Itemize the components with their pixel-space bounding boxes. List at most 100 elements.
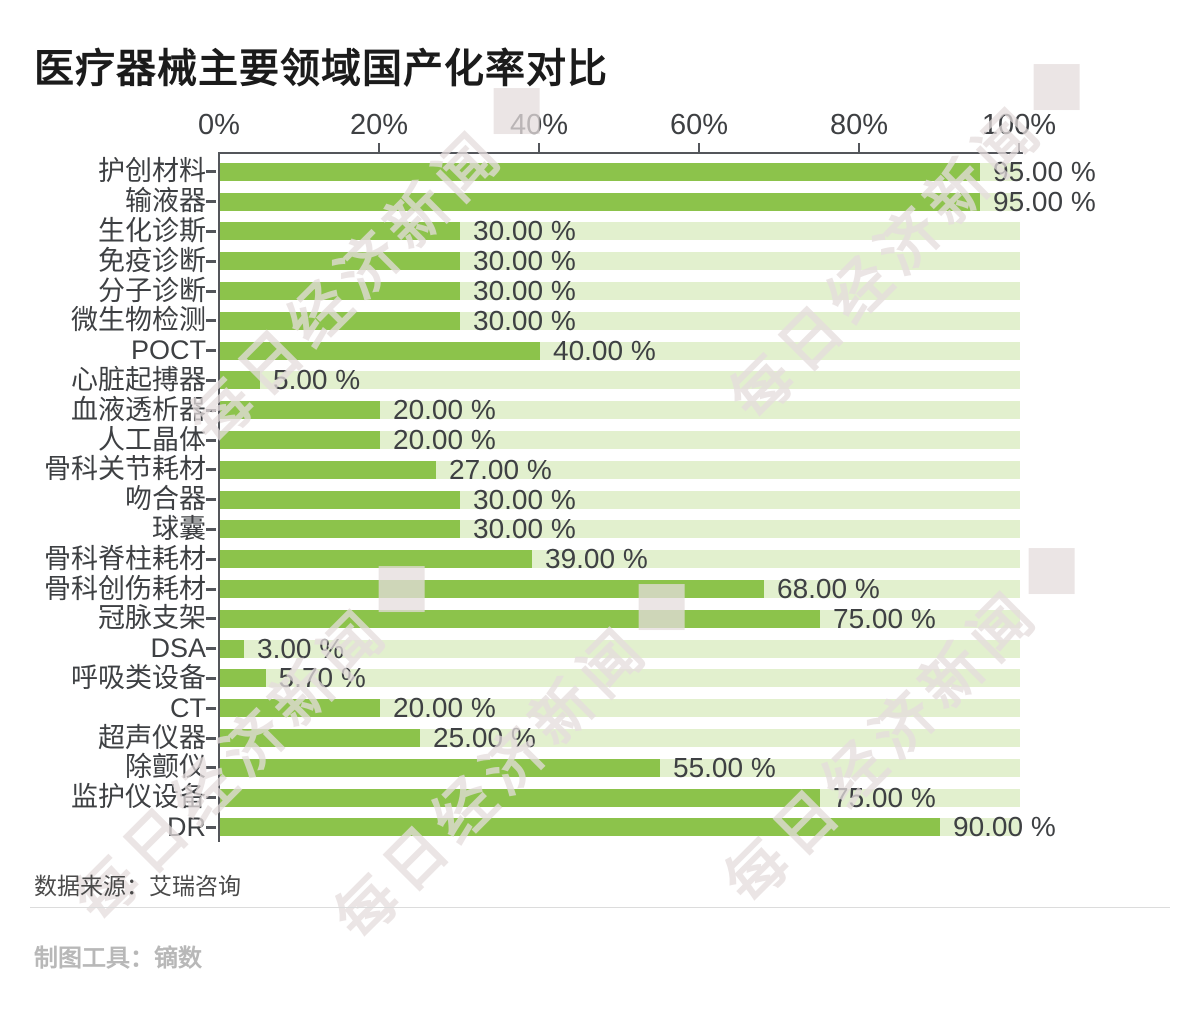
category-tick-mark (206, 468, 216, 472)
bar-track: 75.00 % (220, 783, 1020, 811)
bar-row: 超声仪器 25.00 % (0, 723, 1020, 753)
x-axis-tick-mark (858, 143, 860, 152)
footer-divider (30, 907, 1170, 908)
value-label: 30.00 % (473, 483, 576, 515)
category-label: 球囊 (152, 513, 206, 544)
category-label: 除颤仪 (125, 752, 206, 783)
bar (220, 371, 260, 390)
bar-row: POCT 40.00 % (0, 336, 1020, 366)
category-label: 监护仪设备 (71, 782, 206, 813)
category-label: 吻合器 (125, 484, 206, 515)
bar-track: 30.00 % (220, 515, 1020, 543)
category-tick-mark (206, 647, 216, 651)
value-label: 75.00 % (833, 602, 936, 634)
category-tick-mark (206, 289, 216, 293)
bar-row: DR 90.00 % (0, 813, 1056, 843)
value-label: 27.00 % (449, 453, 552, 485)
category-label: CT (170, 692, 206, 723)
bar-track: 27.00 % (220, 455, 1020, 483)
bar (220, 520, 460, 539)
category-tick-mark (206, 557, 216, 561)
nbd-logo-icon (1028, 547, 1075, 594)
value-label: 20.00 % (393, 424, 496, 456)
value-label: 30.00 % (473, 215, 576, 247)
category-label: 护创材料 (98, 156, 206, 187)
data-source-note: 数据来源：艾瑞咨询 (34, 873, 241, 899)
bar-track: 40.00 % (220, 336, 1020, 364)
bar-row: CT 20.00 % (0, 693, 1020, 723)
bar (220, 580, 764, 599)
category-tick-mark (206, 736, 216, 740)
value-label: 90.00 % (953, 811, 1056, 843)
bar (220, 311, 460, 330)
nbd-logo-icon (1033, 63, 1080, 110)
bar-row: 除颤仪 55.00 % (0, 753, 1020, 783)
category-tick-mark (206, 200, 216, 204)
x-axis-tick-mark (1018, 143, 1020, 152)
bar-track: 95.00 % (220, 157, 1096, 185)
value-label: 75.00 % (833, 781, 936, 813)
bar-row: 冠脉支架 75.00 % (0, 604, 1020, 634)
bar-row: DSA 3.00 % (0, 634, 1020, 664)
category-tick-mark (206, 259, 216, 263)
value-label: 20.00 % (393, 394, 496, 426)
x-axis-tick-label: 80% (829, 109, 889, 141)
bar (220, 401, 380, 420)
bar-track: 5.00 % (220, 366, 1020, 394)
value-label: 39.00 % (545, 543, 648, 575)
category-label: POCT (130, 335, 206, 366)
value-label: 25.00 % (433, 722, 536, 754)
category-label: 输液器 (125, 186, 206, 217)
value-label: 3.00 % (257, 632, 345, 664)
category-tick-mark (206, 319, 216, 323)
bar-track: 30.00 % (220, 247, 1020, 275)
category-label: 生化诊斯 (98, 215, 206, 246)
x-axis-tick-mark (698, 143, 700, 152)
bar-rows: 护创材料 95.00 % 输液器 95.00 % 生化诊斯 30.00 % (0, 156, 1096, 843)
value-label: 40.00 % (553, 334, 656, 366)
bar-row: 骨科创伤耗材 68.00 % (0, 574, 1020, 604)
x-axis-tick-label: 100% (981, 109, 1057, 141)
x-axis-tick-label: 60% (669, 109, 729, 141)
x-axis-tick-label: 40% (509, 109, 569, 141)
value-label: 30.00 % (473, 513, 576, 545)
bar (220, 639, 244, 658)
bar-row: 生化诊斯 30.00 % (0, 217, 1020, 247)
category-tick-mark (206, 825, 216, 829)
bar (220, 550, 532, 569)
bar-row: 微生物检测 30.00 % (0, 306, 1020, 336)
bar-track: 39.00 % (220, 545, 1020, 573)
x-axis-tick-mark (378, 143, 380, 152)
bar-row: 免疫诊断 30.00 % (0, 246, 1020, 276)
bar (220, 818, 940, 837)
bar (220, 282, 460, 301)
bar-track: 3.00 % (220, 634, 1020, 662)
bar (220, 490, 460, 509)
value-label: 30.00 % (473, 304, 576, 336)
bar (220, 609, 820, 628)
category-label: 骨科关节耗材 (44, 454, 206, 485)
bar-track: 75.00 % (220, 604, 1020, 632)
bar-track: 20.00 % (220, 396, 1020, 424)
bar (220, 222, 460, 241)
x-axis-tick-label: 20% (349, 109, 409, 141)
category-tick-mark (206, 766, 216, 770)
bar (220, 460, 436, 479)
bar (220, 669, 266, 688)
category-tick-mark (206, 527, 216, 531)
bar-track: 30.00 % (220, 485, 1020, 513)
bar (220, 341, 540, 360)
category-tick-mark (206, 587, 216, 591)
category-label: 血液透析器 (71, 394, 206, 425)
category-tick-mark (206, 617, 216, 621)
category-label: 微生物检测 (71, 305, 206, 336)
category-tick-mark (206, 378, 216, 382)
bar (220, 192, 980, 211)
bar-track: 90.00 % (220, 813, 1056, 841)
bar (220, 252, 460, 271)
value-label: 5.70 % (278, 662, 366, 694)
bar-row: 吻合器 30.00 % (0, 485, 1020, 515)
y-axis-line (218, 152, 220, 842)
category-tick-mark (206, 706, 216, 710)
